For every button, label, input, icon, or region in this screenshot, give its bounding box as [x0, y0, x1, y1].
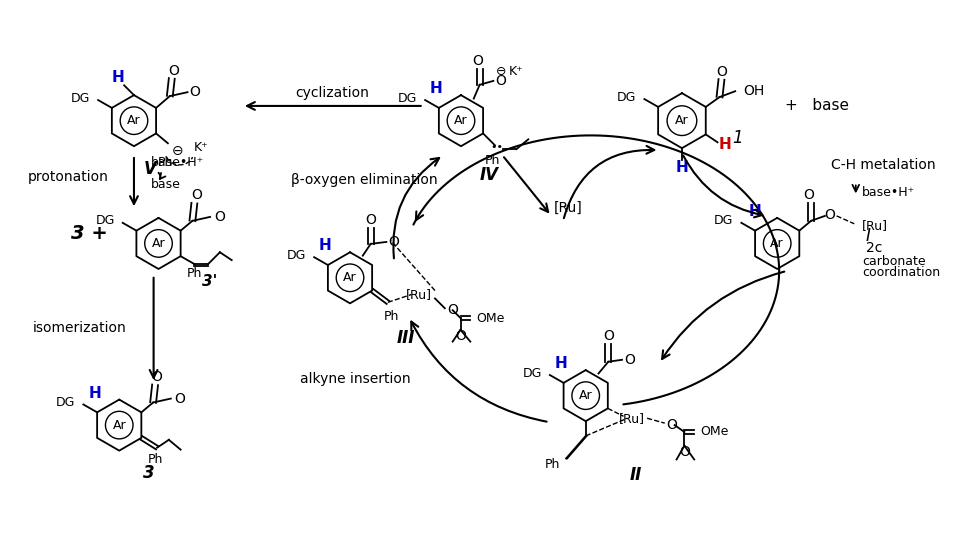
Text: Ar: Ar — [343, 271, 357, 284]
Text: H: H — [112, 70, 125, 85]
Text: DG: DG — [96, 214, 115, 228]
Text: H: H — [430, 81, 443, 96]
Text: O: O — [169, 63, 179, 78]
Text: O: O — [191, 188, 201, 203]
Text: H: H — [554, 356, 568, 371]
Text: base•H⁺: base•H⁺ — [151, 156, 204, 169]
Text: III: III — [396, 329, 414, 346]
Text: 3': 3' — [202, 274, 218, 289]
Text: Ar: Ar — [152, 237, 165, 250]
Text: O: O — [190, 85, 200, 99]
Text: Ar: Ar — [112, 418, 126, 432]
Text: C-H metalation: C-H metalation — [831, 158, 936, 172]
Text: O: O — [456, 329, 466, 343]
Text: O: O — [496, 74, 506, 88]
Text: Ar: Ar — [455, 114, 468, 127]
Text: DG: DG — [71, 92, 90, 104]
Text: Ar: Ar — [128, 114, 141, 127]
Text: O: O — [214, 210, 225, 224]
Text: 3: 3 — [144, 464, 155, 482]
Text: O: O — [624, 353, 635, 367]
Text: DG: DG — [398, 92, 417, 104]
Text: ⊖: ⊖ — [496, 64, 506, 78]
Text: coordination: coordination — [862, 266, 940, 279]
Text: β-oxygen elimination: β-oxygen elimination — [292, 173, 438, 187]
Text: O: O — [365, 213, 376, 228]
Text: [Ru]: [Ru] — [407, 288, 433, 301]
Text: +   base: + base — [785, 99, 849, 114]
Text: [Ru]: [Ru] — [619, 411, 644, 425]
Text: V: V — [144, 160, 156, 178]
Text: [Ru]: [Ru] — [553, 201, 582, 215]
Text: Ph: Ph — [187, 268, 202, 280]
Text: DG: DG — [287, 249, 306, 262]
Text: ••: •• — [490, 142, 503, 152]
Text: base: base — [151, 178, 180, 191]
Text: H: H — [748, 204, 761, 219]
Text: O: O — [716, 64, 727, 78]
Text: H: H — [719, 137, 732, 152]
Text: ⊖: ⊖ — [172, 144, 183, 158]
Text: O: O — [175, 392, 186, 406]
Text: H: H — [675, 160, 689, 175]
Text: I: I — [866, 227, 871, 245]
Text: protonation: protonation — [28, 169, 108, 184]
Text: O: O — [667, 418, 678, 432]
Text: DG: DG — [618, 91, 637, 103]
Text: Ph: Ph — [158, 156, 174, 169]
Text: 2c: 2c — [866, 241, 882, 255]
Text: OMe: OMe — [477, 312, 504, 325]
Text: base•H⁺: base•H⁺ — [861, 186, 915, 199]
Text: cyclization: cyclization — [295, 86, 369, 100]
Text: 1: 1 — [732, 130, 742, 147]
Text: O: O — [679, 445, 690, 458]
Text: [Ru]: [Ru] — [862, 219, 888, 232]
Text: DG: DG — [714, 214, 734, 228]
Text: K⁺: K⁺ — [194, 141, 208, 154]
Text: DG: DG — [523, 367, 542, 379]
Text: Ph: Ph — [384, 310, 400, 322]
Text: isomerization: isomerization — [33, 321, 127, 335]
Text: H: H — [88, 386, 101, 401]
Text: O: O — [447, 303, 457, 317]
Text: Ar: Ar — [770, 237, 784, 250]
Text: O: O — [825, 208, 835, 222]
Text: Ph: Ph — [148, 453, 163, 466]
Text: OMe: OMe — [700, 425, 729, 439]
Text: Ph: Ph — [545, 458, 560, 471]
Text: II: II — [629, 466, 642, 484]
Text: O: O — [152, 370, 162, 384]
Text: H: H — [319, 238, 332, 253]
Text: O: O — [804, 188, 814, 203]
Text: Ar: Ar — [675, 114, 689, 127]
Text: IV: IV — [480, 166, 499, 184]
Text: 3 +: 3 + — [71, 224, 108, 243]
Text: DG: DG — [57, 396, 76, 409]
Text: carbonate: carbonate — [862, 255, 925, 268]
Text: K⁺: K⁺ — [509, 64, 524, 78]
Text: O: O — [603, 329, 614, 343]
Text: O: O — [388, 235, 399, 249]
Text: alkyne insertion: alkyne insertion — [299, 372, 410, 386]
Text: O: O — [472, 54, 483, 68]
Text: OH: OH — [743, 84, 764, 98]
Text: Ph: Ph — [485, 155, 501, 167]
Text: Ar: Ar — [579, 389, 593, 402]
